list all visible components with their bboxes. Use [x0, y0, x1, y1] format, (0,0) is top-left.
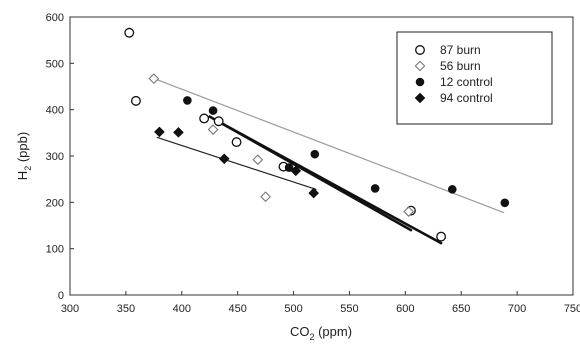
- data-point-series-2: [403, 206, 415, 217]
- x-tick-label: 750: [564, 303, 580, 315]
- x-tick-label: 400: [173, 303, 191, 315]
- y-tick-label: 400: [46, 105, 64, 117]
- data-point-series-2: [252, 154, 264, 166]
- data-point-series-4: [154, 126, 165, 138]
- legend-marker-series-1: [415, 45, 425, 55]
- x-tick-label: 600: [396, 303, 414, 315]
- data-point-series-3: [208, 106, 218, 115]
- data-point-series-2: [207, 124, 219, 135]
- legend-marker-series-3: [415, 77, 425, 87]
- legend: 87 burn 56 burn 12 control 94 control: [396, 31, 553, 125]
- data-markers: [124, 27, 510, 242]
- legend-marker-series-4: [414, 92, 426, 104]
- data-point-series-3: [310, 149, 320, 159]
- fit-line-series-2: [149, 76, 505, 214]
- x-tick-label: 350: [117, 303, 135, 315]
- data-point-series-3: [447, 185, 457, 194]
- legend-label-series-1: 87 burn: [440, 43, 481, 57]
- x-tick-label: 450: [228, 303, 246, 315]
- y-tick-label: 500: [46, 58, 64, 70]
- legend-marker-series-2: [414, 60, 426, 72]
- x-axis-title: CO2 (ppm): [290, 324, 352, 342]
- data-point-series-2: [260, 191, 271, 203]
- legend-label-series-2: 56 burn: [440, 59, 481, 73]
- x-tick-label: 650: [452, 303, 470, 315]
- data-point-series-4: [290, 165, 302, 177]
- data-point-series-3: [500, 198, 510, 208]
- y-tick-label: 300: [46, 151, 64, 163]
- fit-line-series-4: [156, 136, 317, 190]
- x-tick-label: 550: [340, 303, 358, 315]
- y-axis-title: H2 (ppb): [15, 132, 33, 180]
- y-tick-label: 200: [46, 197, 64, 209]
- y-tick-label: 100: [46, 244, 64, 256]
- x-axis-ticks: 300 350 400 450 500 550 600 650 700 750: [61, 291, 580, 315]
- data-point-series-1: [231, 137, 242, 148]
- data-point-series-1: [436, 231, 447, 242]
- legend-label-series-4: 94 control: [440, 91, 493, 105]
- data-point-series-4: [218, 153, 230, 165]
- fit-lines: [149, 76, 505, 245]
- data-point-series-4: [173, 127, 184, 138]
- y-tick-label: 0: [58, 290, 64, 302]
- data-point-series-3: [183, 96, 192, 105]
- data-point-series-3: [284, 163, 294, 172]
- y-tick-label: 600: [46, 12, 64, 24]
- x-tick-label: 300: [61, 303, 79, 315]
- y-axis-ticks: 0 100 200 300 400 500 600: [46, 12, 74, 302]
- x-tick-label: 500: [284, 303, 302, 315]
- data-point-series-4: [308, 187, 319, 199]
- fit-line-series-3: [208, 115, 413, 232]
- data-point-series-1: [130, 95, 141, 106]
- x-tick-label: 700: [508, 303, 526, 315]
- data-point-series-1: [213, 116, 224, 127]
- legend-label-series-3: 12 control: [440, 75, 493, 89]
- data-point-series-1: [124, 27, 135, 38]
- legend-entries: 87 burn 56 burn 12 control 94 control: [414, 43, 493, 105]
- data-point-series-3: [370, 184, 380, 193]
- data-point-series-2: [148, 73, 160, 85]
- data-point-series-1: [199, 113, 210, 124]
